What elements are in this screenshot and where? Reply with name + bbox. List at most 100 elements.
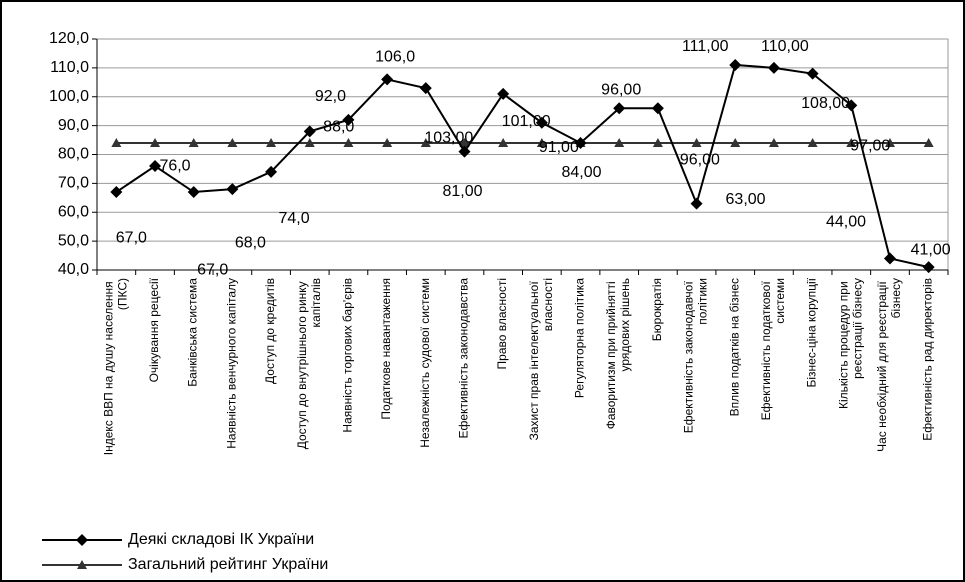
x-tick-label: Банківська система: [186, 278, 200, 387]
marker: [420, 137, 431, 147]
y-tick-label: 100,0: [49, 88, 89, 105]
marker: [343, 137, 354, 147]
marker: [304, 137, 315, 147]
x-tick-label: Бізнес-ціна корупції: [805, 277, 819, 387]
marker: [458, 145, 471, 158]
x-tick-label: Захист прав інтелектуальної власності: [527, 278, 555, 440]
data-label: 74,0: [278, 210, 309, 227]
data-label: 88,0: [323, 119, 354, 136]
x-tick-label: Право власності: [495, 278, 509, 369]
marker: [187, 186, 200, 199]
marker: [922, 261, 935, 274]
data-label: 96,00: [601, 82, 641, 99]
y-tick-label: 110,0: [50, 59, 89, 76]
y-tick-label: 70,0: [58, 175, 89, 192]
data-label: 81,00: [442, 183, 482, 200]
data-label: 68,0: [235, 234, 266, 251]
data-label: 110,00: [761, 38, 809, 55]
x-tick-label: Податкове навантаження: [379, 278, 393, 420]
marker: [614, 137, 625, 147]
x-tick-label: Ефективність законодавчої політики: [682, 278, 710, 433]
x-tick-label: Наявність торгових бар'єрів: [341, 278, 355, 433]
y-tick-label: 120,0: [49, 30, 89, 47]
x-tick-label: Наявність венчурного капіталу: [225, 278, 239, 449]
x-tick-label: Регуляторна політика: [573, 278, 587, 398]
data-label: 92,0: [315, 88, 346, 105]
marker: [110, 186, 123, 199]
x-tick-label: Доступ до внутрішнього ринку капіталів: [295, 278, 323, 449]
legend-label: Деякі складові ІК України: [128, 531, 314, 548]
marker: [846, 137, 857, 147]
marker: [691, 137, 702, 147]
data-label: 96,00: [680, 152, 720, 169]
marker: [76, 534, 88, 546]
data-label: 67,0: [116, 229, 147, 246]
x-tick-label: Кількість процедур при реєстрації бізнес…: [836, 278, 864, 409]
marker: [807, 137, 818, 147]
data-label: 63,00: [726, 191, 766, 208]
marker: [845, 99, 858, 112]
series-line: [115, 63, 929, 269]
data-label: 111,00: [682, 38, 729, 55]
marker: [342, 113, 355, 126]
marker: [806, 67, 819, 80]
marker: [536, 137, 547, 147]
data-label: 76,0: [159, 157, 190, 174]
marker: [381, 73, 394, 86]
y-tick-label: 90,0: [58, 117, 89, 134]
marker: [690, 197, 703, 210]
marker: [149, 160, 162, 173]
marker: [574, 136, 587, 149]
x-tick-label: Фаворитизм при прийнятті урядових рішень: [604, 278, 632, 429]
y-tick-label: 50,0: [58, 232, 89, 249]
marker: [651, 102, 664, 115]
data-label: 67,0: [197, 261, 228, 278]
data-label: 97,00: [850, 138, 890, 155]
data-label: 84,00: [561, 164, 601, 181]
marker: [883, 252, 896, 265]
x-tick-label: Доступ до кредитів: [263, 278, 277, 384]
marker: [768, 137, 779, 147]
marker: [150, 137, 161, 147]
x-tick-label: Ефективність законодавства: [457, 278, 471, 439]
data-label: 108,00: [801, 95, 850, 112]
marker: [303, 125, 316, 138]
data-label: 101,00: [502, 113, 551, 130]
y-tick-label: 60,0: [58, 203, 89, 220]
marker: [923, 137, 934, 147]
marker: [535, 116, 548, 129]
x-tick-label: Очікування рецесії: [147, 277, 161, 382]
marker: [884, 137, 895, 147]
marker: [459, 137, 470, 147]
x-tick-label: Вплив податків на бізнес: [727, 278, 741, 416]
marker: [111, 137, 122, 147]
data-label: 41,00: [911, 241, 951, 258]
marker: [729, 58, 742, 71]
x-tick-label: Незалежність судової системи: [418, 278, 432, 448]
data-label: 44,00: [826, 214, 866, 231]
marker: [188, 137, 199, 147]
x-tick-label: Бюрократія: [650, 278, 664, 341]
legend-label: Загальний рейтинг України: [128, 556, 328, 573]
x-tick-label: Ефективність рад директорів: [921, 278, 935, 441]
data-label: 91,00: [539, 139, 579, 156]
marker: [613, 102, 626, 115]
marker: [652, 137, 663, 147]
marker: [265, 165, 278, 178]
marker: [497, 87, 510, 100]
x-tick-label: Ефективність податкової системи: [759, 278, 787, 420]
x-tick-label: Час необхідний для реєстрації бізнесу: [875, 278, 903, 452]
marker: [419, 82, 432, 95]
marker: [730, 137, 741, 147]
y-tick-label: 40,0: [58, 261, 89, 278]
marker: [227, 137, 238, 147]
data-label: 103,00: [424, 129, 473, 146]
marker: [767, 61, 780, 74]
marker: [226, 183, 239, 196]
marker: [498, 137, 509, 147]
marker: [266, 137, 277, 147]
data-label: 106,0: [375, 49, 415, 66]
marker: [77, 560, 87, 569]
